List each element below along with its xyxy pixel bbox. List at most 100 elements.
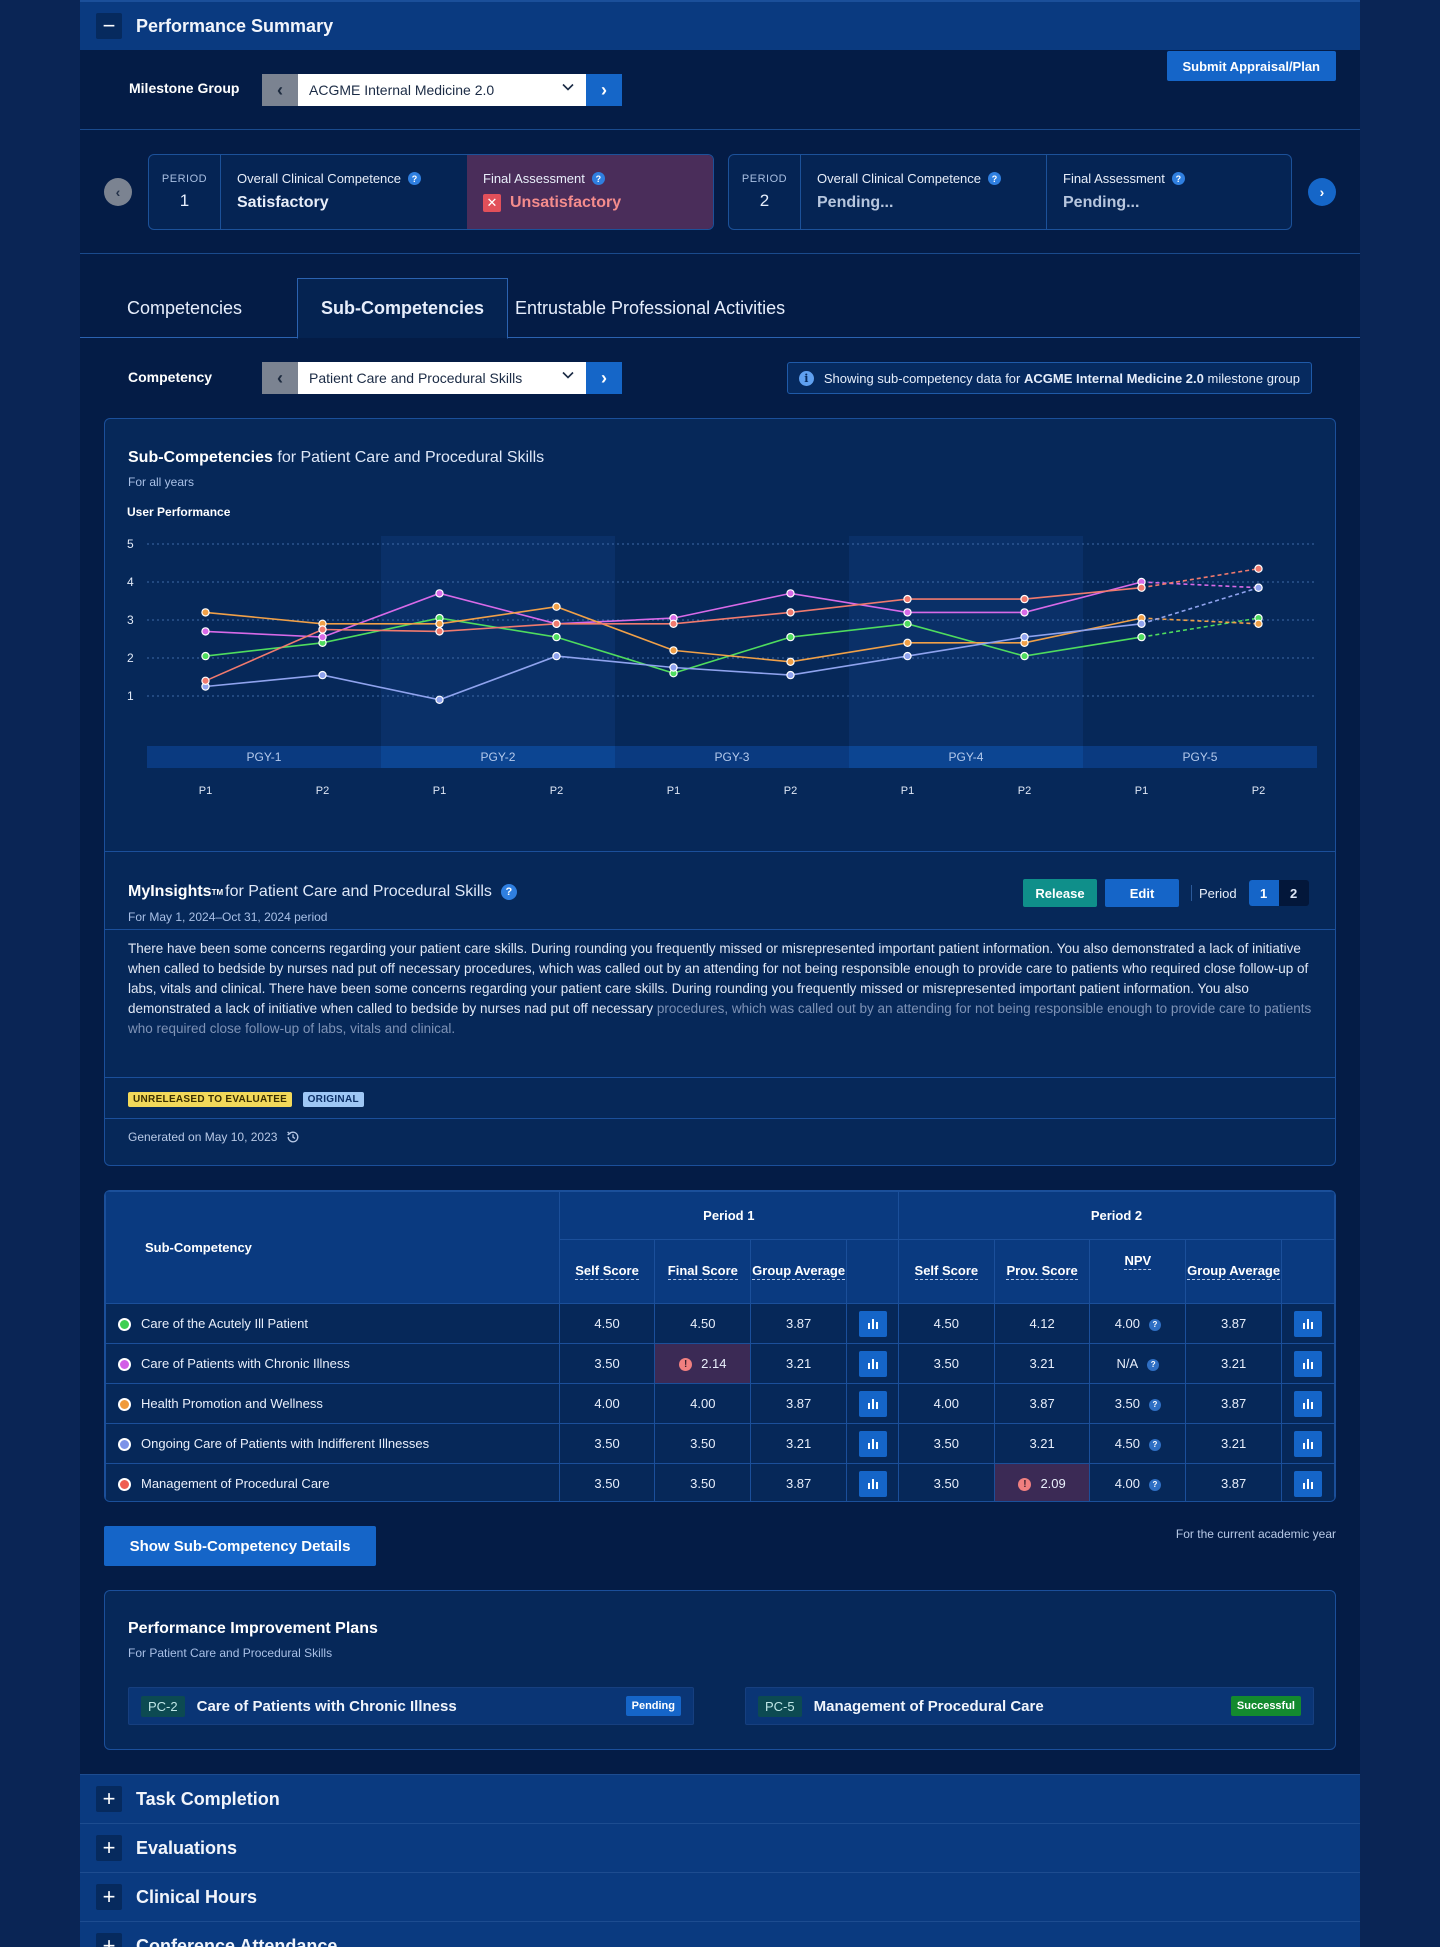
column-header[interactable]: Final Score [654, 1239, 752, 1304]
clinical-hours-header[interactable]: + Clinical Hours [80, 1872, 1360, 1921]
pip-item[interactable]: PC-2 Care of Patients with Chronic Illne… [128, 1687, 694, 1725]
expand-icon[interactable]: + [96, 1933, 122, 1947]
data-point[interactable] [201, 608, 210, 617]
p1-final-score: 4.50 [654, 1303, 752, 1344]
help-icon[interactable]: ? [988, 172, 1002, 185]
milestone-dropdown[interactable]: ACGME Internal Medicine 2.0 [298, 74, 586, 106]
task-completion-header[interactable]: + Task Completion [80, 1774, 1360, 1823]
column-header[interactable]: Prov. Score [993, 1239, 1091, 1304]
competency-dropdown[interactable]: Patient Care and Procedural Skills [298, 362, 586, 394]
data-point[interactable] [1137, 619, 1146, 628]
data-point[interactable] [669, 619, 678, 628]
performance-summary-header[interactable]: − Performance Summary [80, 0, 1360, 50]
data-point[interactable] [1254, 583, 1263, 592]
data-point[interactable] [435, 695, 444, 704]
help-icon[interactable]: ? [591, 172, 605, 185]
milestone-next-button[interactable]: › [586, 74, 622, 106]
expand-icon[interactable]: + [96, 1884, 122, 1910]
data-point[interactable] [903, 619, 912, 628]
bar-chart-icon[interactable] [858, 1470, 887, 1497]
bar-chart-icon[interactable] [1294, 1390, 1323, 1417]
bar-chart-icon[interactable] [858, 1390, 887, 1417]
period-next-button[interactable]: › [1308, 178, 1336, 206]
data-point[interactable] [552, 632, 561, 642]
column-header[interactable]: Group Average [750, 1239, 848, 1304]
column-header[interactable]: NPV [1089, 1239, 1187, 1304]
milestone-prev-button[interactable]: ‹ [262, 74, 298, 106]
data-point[interactable] [1254, 564, 1263, 573]
period-prev-button[interactable]: ‹ [104, 178, 132, 206]
data-point[interactable] [201, 627, 210, 636]
tab-sub-competencies[interactable]: Sub-Competencies [297, 278, 509, 339]
column-header[interactable]: Self Score [897, 1239, 995, 1304]
data-point[interactable] [435, 627, 444, 636]
help-icon[interactable]: ? [1149, 1478, 1161, 1491]
data-point[interactable] [552, 651, 561, 661]
expand-icon[interactable]: + [96, 1786, 122, 1812]
data-point[interactable] [1020, 632, 1029, 642]
submit-appraisal-button[interactable]: Submit Appraisal/Plan [1166, 51, 1336, 81]
data-point[interactable] [1020, 594, 1029, 604]
data-point[interactable] [1020, 608, 1029, 617]
collapse-icon[interactable]: − [96, 13, 122, 39]
pip-name: Care of Patients with Chronic Illness [196, 1697, 457, 1715]
data-point[interactable] [786, 670, 795, 680]
bar-chart-icon[interactable] [1294, 1430, 1323, 1457]
data-point[interactable] [669, 663, 678, 672]
data-point[interactable] [786, 589, 795, 598]
data-point[interactable] [201, 676, 210, 685]
data-point[interactable] [1137, 632, 1146, 642]
data-point[interactable] [318, 625, 327, 634]
bar-chart-icon[interactable] [858, 1310, 887, 1337]
data-point[interactable] [552, 602, 561, 611]
release-button[interactable]: Release [1023, 879, 1097, 907]
data-point[interactable] [1020, 651, 1029, 661]
evaluations-header[interactable]: + Evaluations [80, 1823, 1360, 1872]
competency-prev-button[interactable]: ‹ [262, 362, 298, 394]
generated-date: Generated on May 10, 2023 [128, 1130, 278, 1144]
tab-competencies[interactable]: Competencies [127, 297, 243, 318]
help-icon[interactable]: ? [500, 884, 517, 900]
help-icon[interactable]: ? [1149, 1318, 1161, 1331]
data-point[interactable] [903, 651, 912, 661]
bar-chart-icon[interactable] [1294, 1350, 1323, 1377]
period-label: PERIOD [161, 173, 208, 185]
data-point[interactable] [552, 619, 561, 628]
data-point[interactable] [318, 670, 327, 680]
column-header[interactable]: Group Average [1185, 1239, 1283, 1304]
column-header[interactable]: Self Score [558, 1239, 656, 1304]
tab-epa[interactable]: Entrustable Professional Activities [515, 297, 786, 318]
data-point[interactable] [903, 594, 912, 604]
bar-chart-icon[interactable] [858, 1350, 887, 1377]
conference-attendance-header[interactable]: + Conference Attendance [80, 1921, 1360, 1947]
competency-next-button[interactable]: › [586, 362, 622, 394]
data-point[interactable] [1254, 619, 1263, 628]
help-icon[interactable]: ? [1149, 1438, 1161, 1451]
help-icon[interactable]: ? [1171, 172, 1185, 185]
help-icon[interactable]: ? [408, 172, 422, 185]
data-point[interactable] [669, 646, 678, 655]
period-option-2[interactable]: 2 [1289, 885, 1298, 901]
data-point[interactable] [318, 632, 327, 642]
edit-button[interactable]: Edit [1105, 879, 1179, 907]
history-icon[interactable] [286, 1130, 300, 1144]
data-point[interactable] [435, 619, 444, 628]
generated-info: Generated on May 10, 2023 [128, 1130, 300, 1144]
bar-chart-icon[interactable] [1294, 1310, 1323, 1337]
data-point[interactable] [435, 589, 444, 598]
data-point[interactable] [201, 651, 210, 661]
data-point[interactable] [1137, 583, 1146, 592]
bar-chart-icon[interactable] [858, 1430, 887, 1457]
data-point[interactable] [903, 638, 912, 647]
data-point[interactable] [786, 632, 795, 642]
data-point[interactable] [903, 608, 912, 617]
bar-chart-icon[interactable] [1294, 1470, 1323, 1497]
expand-icon[interactable]: + [96, 1835, 122, 1861]
data-point[interactable] [786, 608, 795, 617]
help-icon[interactable]: ? [1149, 1398, 1161, 1411]
pip-item[interactable]: PC-5 Management of Procedural Care Succe… [745, 1687, 1314, 1725]
period-option-1[interactable]: 1 [1248, 880, 1279, 906]
help-icon[interactable]: ? [1147, 1358, 1160, 1371]
data-point[interactable] [786, 657, 795, 666]
show-sub-competency-details-button[interactable]: Show Sub-Competency Details [104, 1526, 376, 1566]
